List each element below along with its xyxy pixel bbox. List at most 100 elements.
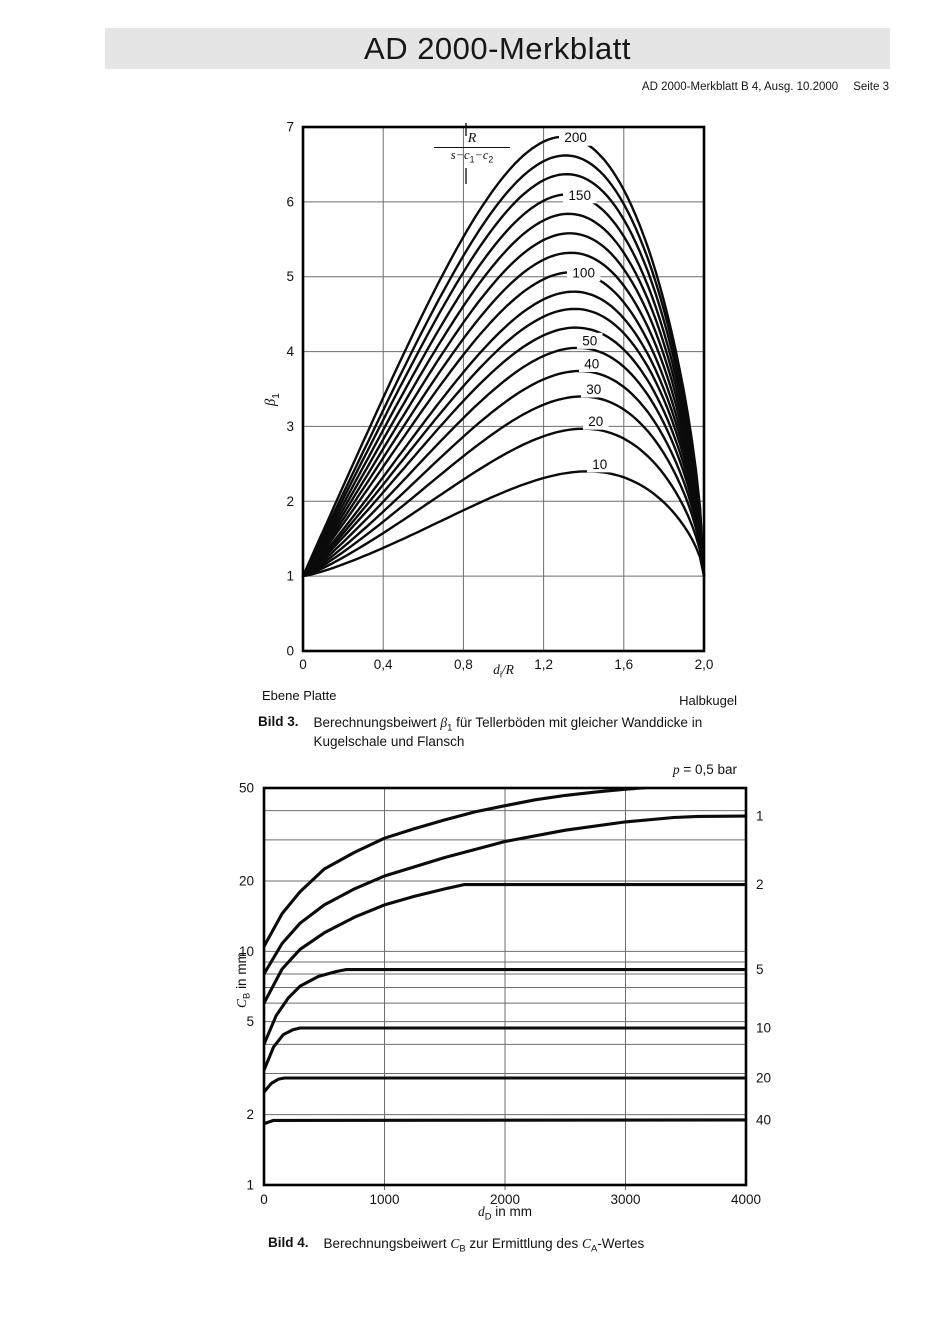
- curve-label-bg: [562, 187, 597, 204]
- curve-label-bg: [567, 265, 601, 282]
- cb-curve-labels: 1 2 5 10 20 40: [756, 809, 771, 1128]
- y-tick-label: 1: [246, 1178, 254, 1193]
- document-reference-text: AD 2000-Merkblatt B 4, Ausg. 10.2000: [641, 81, 839, 93]
- curve-p-10: [264, 1026, 746, 1072]
- annotation-pressure: p = 0,5 bar: [672, 762, 737, 777]
- y-tick-label: 5: [246, 1014, 254, 1029]
- curve-R-125: [301, 232, 706, 578]
- curve-label: 40: [756, 1112, 771, 1127]
- curve-R-20: [301, 427, 706, 578]
- curve-label: 150: [568, 188, 591, 203]
- document-title: AD 2000-Merkblatt: [364, 30, 631, 66]
- figure3-caption-label: Bild 3.: [258, 714, 299, 729]
- curve-label: 5: [756, 962, 764, 977]
- curve-label: 200: [564, 130, 587, 145]
- y-tick-label: 4: [286, 344, 294, 359]
- beta1-x-axis-label: di/R: [493, 662, 514, 681]
- y-tick-label: 0: [286, 644, 294, 659]
- curve-label: 40: [584, 357, 599, 372]
- curve-R-180: [301, 154, 706, 578]
- document-header-banner: AD 2000-Merkblatt: [105, 28, 890, 69]
- annotation-ebene-platte: Ebene Platte: [262, 688, 337, 703]
- cb-tick-labels: 1 2 5 10 20 50 0 1000 2000 3000 4000: [239, 781, 761, 1208]
- x-tick-label: 1,2: [534, 657, 553, 672]
- x-tick-label: 1000: [369, 1192, 399, 1207]
- x-tick-label: 0: [260, 1192, 268, 1207]
- x-tick-label: 0: [299, 657, 307, 672]
- legend-numerator: R: [467, 131, 477, 146]
- y-tick-label: 7: [286, 120, 294, 135]
- curve-R-100: [301, 270, 706, 578]
- curve-label: 20: [588, 414, 603, 429]
- cb-grid: [264, 788, 746, 1190]
- curve-label-bg: [580, 381, 607, 398]
- curve-R-70: [301, 307, 706, 578]
- curve-R-60: [301, 326, 706, 578]
- curve-R-30: [301, 395, 706, 578]
- y-tick-label: 3: [286, 419, 294, 434]
- curve-R-10: [301, 470, 706, 578]
- curve-label-bg: [576, 332, 603, 349]
- y-tick-label: 1: [286, 569, 294, 584]
- y-tick-label: 5: [286, 269, 294, 284]
- beta1-y-axis-label: β1: [263, 393, 282, 406]
- annotation-halbkugel: Halbkugel: [679, 693, 737, 708]
- y-tick-label: 20: [239, 873, 254, 888]
- curve-parameter-legend: R s−c1−c2: [434, 130, 510, 164]
- cb-chart: 1 2 5 10 20 50 0 1000 2000 3000 4000 1 2 5 10 20 40: [239, 781, 771, 1208]
- y-tick-label: 2: [286, 494, 294, 509]
- beta1-tick-labels: 0 1 2 3 4 5 6 7 0 0,4 0,8 1,2 1,6 2,0: [286, 120, 713, 673]
- x-tick-label: 4000: [731, 1192, 761, 1207]
- cb-curves: [264, 788, 746, 1126]
- curve-label: 10: [756, 1020, 771, 1035]
- curve-label-bg: [586, 456, 613, 473]
- curve-R-150: [301, 193, 706, 578]
- curve-R-110: [301, 251, 706, 578]
- document-reference: AD 2000-Merkblatt B 4, Ausg. 10.2000 Seit…: [642, 81, 889, 93]
- curve-label: 2: [756, 877, 764, 892]
- beta1-curve-labels: 10 20 30 40 50 100 150 200: [558, 129, 613, 473]
- curve-label-bg: [558, 129, 593, 146]
- x-tick-label: 2000: [490, 1192, 520, 1207]
- y-tick-label: 2: [246, 1107, 254, 1122]
- curve-R-135: [301, 212, 706, 578]
- x-tick-label: 0,4: [374, 657, 393, 672]
- plot-border: [262, 786, 748, 1187]
- x-tick-label: 3000: [610, 1192, 640, 1207]
- plot-border: [301, 125, 706, 653]
- figure4-caption-label: Bild 4.: [268, 1235, 309, 1250]
- x-tick-label: 2,0: [695, 657, 714, 672]
- curve-label: 10: [592, 457, 607, 472]
- curve-label: 50: [582, 333, 597, 348]
- cb-x-axis-label: dD in mm: [477, 1204, 533, 1223]
- curve-p-0_5: [264, 788, 662, 948]
- curve-R-80: [301, 290, 706, 578]
- curve-R-165: [301, 172, 706, 578]
- curve-p-5: [264, 968, 746, 1046]
- figure4-caption-text: Berechnungsbeiwert CB zur Ermittlung des…: [323, 1236, 645, 1255]
- curve-R-40: [301, 369, 706, 578]
- legend-denominator: s−c1−c2: [434, 147, 510, 164]
- cb-y-axis-label: CB in mm: [234, 952, 253, 1008]
- figure3-caption-text: Berechnungsbeiwert β1 für Tellerböden mi…: [313, 715, 703, 749]
- beta1-chart: 10 20 30 40 50 100 150 200 0 1 2 3 4 5 6 7 0 0,4 0,8 1,2 1,6…: [286, 120, 713, 673]
- curve-label: 30: [586, 382, 601, 397]
- curve-R-50: [301, 346, 706, 578]
- curve-label: 100: [572, 266, 595, 281]
- page-number: Seite 3: [853, 81, 889, 93]
- curve-p-2: [264, 883, 746, 1005]
- curve-label: 20: [756, 1071, 771, 1086]
- curve-p-40: [264, 1118, 746, 1126]
- figure3-caption: Bild 3. Berechnungsbeiwert β1 für Teller…: [258, 714, 778, 751]
- curve-R-200: [301, 135, 706, 578]
- y-tick-label: 10: [239, 944, 254, 959]
- y-tick-label: 6: [286, 194, 294, 209]
- curve-label-bg: [578, 356, 605, 373]
- figure4-caption: Bild 4. Berechnungsbeiwert CB zur Ermitt…: [268, 1235, 828, 1254]
- x-tick-label: 0,8: [454, 657, 473, 672]
- curve-p-1: [264, 814, 746, 976]
- curve-p-20: [264, 1076, 746, 1094]
- curve-label: 1: [756, 809, 764, 824]
